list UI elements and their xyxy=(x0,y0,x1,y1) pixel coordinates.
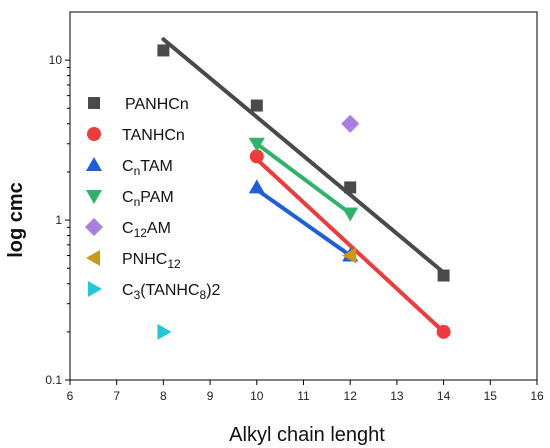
legend-label-part: 3 xyxy=(134,288,141,302)
point-tanhcn xyxy=(249,149,264,164)
legend-marker-panhcn xyxy=(88,97,100,109)
y-tick-label: 0.1 xyxy=(45,373,62,387)
legend-label-pnhc12: PNHC12 xyxy=(122,251,181,271)
legend-label-part: (TANHC xyxy=(140,282,199,299)
legend-label-part: C xyxy=(122,220,134,237)
legend-label-part: TANHCn xyxy=(122,127,185,144)
point-panhcn xyxy=(250,99,263,112)
point-c12am xyxy=(341,114,360,133)
legend-marker-cnpam xyxy=(86,190,102,204)
legend-label-cntam: CnTAM xyxy=(122,158,173,178)
fit-line-cnpam xyxy=(254,141,353,216)
x-tick-label: 9 xyxy=(207,389,214,403)
x-tick-label: 6 xyxy=(67,389,74,403)
legend-label-cnpam: CnPAM xyxy=(122,189,174,209)
point-tanhcn xyxy=(436,324,451,339)
fit-line-cntam xyxy=(254,187,353,258)
legend-label-part: AM xyxy=(147,220,171,237)
fit-lines xyxy=(161,37,446,334)
legend-marker-tanhcn xyxy=(87,127,101,141)
x-tick-label: 13 xyxy=(390,389,404,403)
legend-label-part: C xyxy=(122,282,134,299)
legend-label-part: 12 xyxy=(134,226,148,240)
x-tick-label: 11 xyxy=(297,389,310,403)
point-pnhc12 xyxy=(342,247,357,264)
x-tick-label: 10 xyxy=(250,389,264,403)
legend-label-part: PAM xyxy=(140,189,173,206)
legend-marker-cntam xyxy=(86,157,102,171)
legend-label-part: PANHCn xyxy=(125,96,189,113)
x-tick-label: 15 xyxy=(484,389,498,403)
legend-label-part: C xyxy=(122,189,134,206)
legend-label-part: PNHC xyxy=(122,251,167,268)
point-c3-tanhc8-2 xyxy=(157,323,172,340)
legend-label-part: n xyxy=(134,164,141,178)
legend-label-tanhcn: TANHCn xyxy=(122,127,185,144)
point-cnpam xyxy=(342,207,359,222)
x-axis-title: Alkyl chain lenght xyxy=(229,424,385,446)
y-tick-label: 10 xyxy=(49,53,63,67)
axes: 6 7 8 9 10 11 12 13 14 15 16 0.1 1 10 xyxy=(45,11,544,403)
legend-label-part: C xyxy=(122,158,134,175)
legend-marker-pnhc12 xyxy=(86,250,100,266)
legend-label-part: )2 xyxy=(206,282,220,299)
legend-label-part: 12 xyxy=(167,257,181,271)
legend-label-part: 8 xyxy=(200,288,207,302)
legend-label-c12am: C12AM xyxy=(122,220,171,240)
x-tick-label: 14 xyxy=(437,389,451,403)
x-tick-label: 7 xyxy=(113,389,120,403)
fit-line-tanhcn xyxy=(254,157,446,334)
legend: PANHCnTANHCnCnTAMCnPAMC12AMPNHC12C3(TANH… xyxy=(85,96,221,302)
legend-label-c3-tanhc8-2: C3(TANHC8)2 xyxy=(122,282,221,302)
y-tick-label: 1 xyxy=(55,213,62,227)
x-tick-label: 16 xyxy=(530,389,544,403)
fit-line-panhcn xyxy=(161,37,446,275)
x-tick-label: 8 xyxy=(160,389,167,403)
y-axis-title: log cmc xyxy=(5,182,27,258)
point-panhcn xyxy=(157,44,170,57)
point-panhcn xyxy=(437,269,450,282)
point-panhcn xyxy=(344,181,357,194)
legend-marker-c3-tanhc8-2 xyxy=(88,281,102,297)
legend-label-part: n xyxy=(134,195,141,209)
legend-label-panhcn: PANHCn xyxy=(125,96,189,113)
data-points xyxy=(157,44,451,340)
legend-marker-c12am xyxy=(85,218,103,236)
x-tick-label: 12 xyxy=(344,389,358,403)
legend-label-part: TAM xyxy=(140,158,173,175)
point-cntam xyxy=(248,179,265,194)
point-cnpam xyxy=(248,137,265,152)
